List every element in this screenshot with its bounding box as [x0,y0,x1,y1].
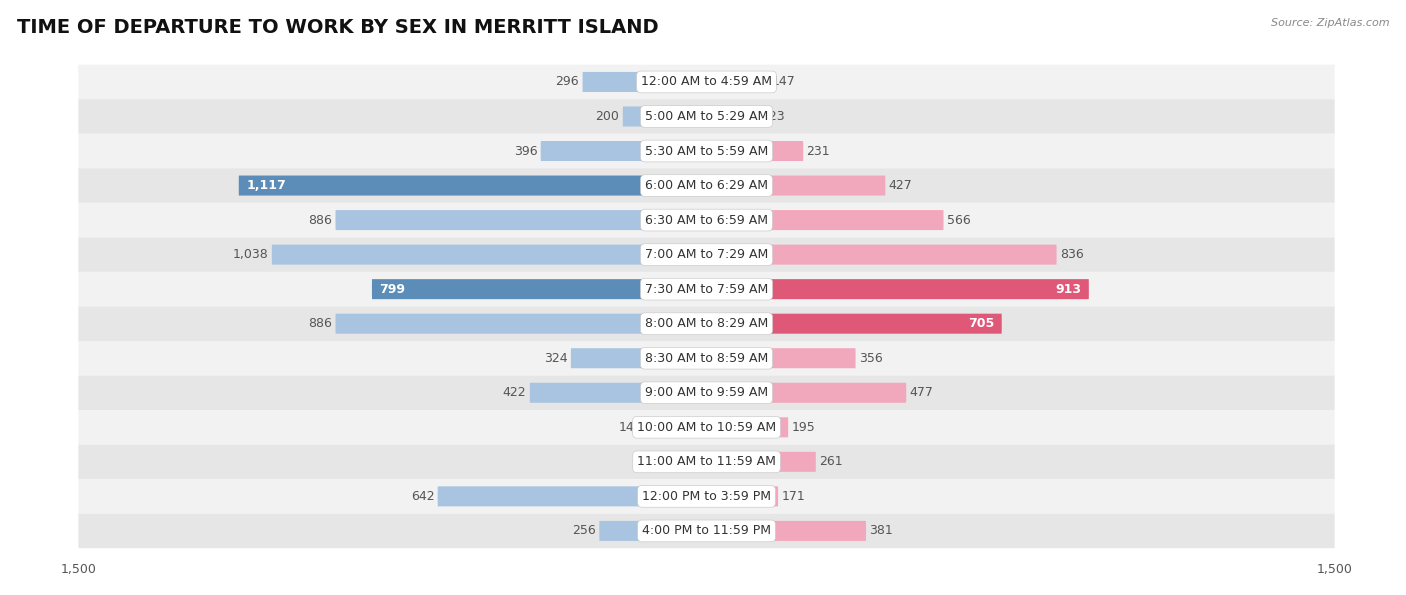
Text: 18: 18 [679,455,696,468]
Text: 231: 231 [807,145,830,158]
Text: 913: 913 [1056,283,1081,296]
FancyBboxPatch shape [707,176,886,196]
Text: 422: 422 [503,386,526,399]
FancyBboxPatch shape [336,314,707,334]
Text: 12:00 PM to 3:59 PM: 12:00 PM to 3:59 PM [643,490,770,503]
FancyBboxPatch shape [336,210,707,230]
FancyBboxPatch shape [271,245,707,265]
FancyBboxPatch shape [707,107,758,127]
Text: 477: 477 [910,386,934,399]
Text: 10:00 AM to 10:59 AM: 10:00 AM to 10:59 AM [637,421,776,434]
FancyBboxPatch shape [437,486,707,506]
FancyBboxPatch shape [645,417,707,437]
FancyBboxPatch shape [541,141,707,161]
Text: 171: 171 [782,490,806,503]
Text: 4:00 PM to 11:59 PM: 4:00 PM to 11:59 PM [643,524,770,537]
FancyBboxPatch shape [707,245,1056,265]
FancyBboxPatch shape [707,279,1088,299]
Text: 8:30 AM to 8:59 AM: 8:30 AM to 8:59 AM [645,352,768,365]
FancyBboxPatch shape [79,306,1334,341]
FancyBboxPatch shape [79,168,1334,203]
Text: 886: 886 [308,317,332,330]
Text: 9:00 AM to 9:59 AM: 9:00 AM to 9:59 AM [645,386,768,399]
Text: 147: 147 [772,76,796,89]
FancyBboxPatch shape [79,513,1334,548]
FancyBboxPatch shape [707,486,778,506]
FancyBboxPatch shape [623,107,707,127]
Text: 381: 381 [869,524,893,537]
Text: 1,038: 1,038 [233,248,269,261]
Text: 324: 324 [544,352,568,365]
FancyBboxPatch shape [373,279,707,299]
Text: 836: 836 [1060,248,1084,261]
FancyBboxPatch shape [79,444,1334,479]
Text: 5:00 AM to 5:29 AM: 5:00 AM to 5:29 AM [645,110,768,123]
FancyBboxPatch shape [79,134,1334,168]
Text: 146: 146 [619,421,643,434]
Text: 427: 427 [889,179,912,192]
FancyBboxPatch shape [707,348,856,368]
FancyBboxPatch shape [707,314,1001,334]
Text: 6:00 AM to 6:29 AM: 6:00 AM to 6:29 AM [645,179,768,192]
FancyBboxPatch shape [599,521,707,541]
Text: 195: 195 [792,421,815,434]
FancyBboxPatch shape [582,72,707,92]
Text: 123: 123 [762,110,785,123]
Text: 7:30 AM to 7:59 AM: 7:30 AM to 7:59 AM [645,283,768,296]
Text: 396: 396 [513,145,537,158]
Text: 200: 200 [596,110,620,123]
FancyBboxPatch shape [79,341,1334,375]
Text: 886: 886 [308,214,332,227]
Text: 12:00 AM to 4:59 AM: 12:00 AM to 4:59 AM [641,76,772,89]
FancyBboxPatch shape [571,348,707,368]
Text: 356: 356 [859,352,883,365]
FancyBboxPatch shape [239,176,707,196]
FancyBboxPatch shape [79,203,1334,237]
FancyBboxPatch shape [79,410,1334,444]
Text: 1,117: 1,117 [246,179,285,192]
Text: 261: 261 [820,455,842,468]
FancyBboxPatch shape [79,272,1334,306]
FancyBboxPatch shape [707,452,815,472]
FancyBboxPatch shape [707,210,943,230]
FancyBboxPatch shape [707,417,789,437]
Text: 8:00 AM to 8:29 AM: 8:00 AM to 8:29 AM [645,317,768,330]
FancyBboxPatch shape [79,479,1334,513]
Text: Source: ZipAtlas.com: Source: ZipAtlas.com [1271,18,1389,28]
Text: 11:00 AM to 11:59 AM: 11:00 AM to 11:59 AM [637,455,776,468]
Text: 256: 256 [572,524,596,537]
FancyBboxPatch shape [707,383,907,403]
FancyBboxPatch shape [707,521,866,541]
FancyBboxPatch shape [699,452,707,472]
Text: 642: 642 [411,490,434,503]
FancyBboxPatch shape [707,72,768,92]
FancyBboxPatch shape [707,141,803,161]
FancyBboxPatch shape [79,237,1334,272]
FancyBboxPatch shape [79,99,1334,134]
FancyBboxPatch shape [530,383,707,403]
Text: 7:00 AM to 7:29 AM: 7:00 AM to 7:29 AM [645,248,768,261]
Text: 296: 296 [555,76,579,89]
Text: 799: 799 [380,283,405,296]
Text: TIME OF DEPARTURE TO WORK BY SEX IN MERRITT ISLAND: TIME OF DEPARTURE TO WORK BY SEX IN MERR… [17,18,658,37]
Text: 566: 566 [946,214,970,227]
Text: 5:30 AM to 5:59 AM: 5:30 AM to 5:59 AM [645,145,768,158]
FancyBboxPatch shape [79,65,1334,99]
Text: 705: 705 [967,317,994,330]
FancyBboxPatch shape [79,375,1334,410]
Text: 6:30 AM to 6:59 AM: 6:30 AM to 6:59 AM [645,214,768,227]
